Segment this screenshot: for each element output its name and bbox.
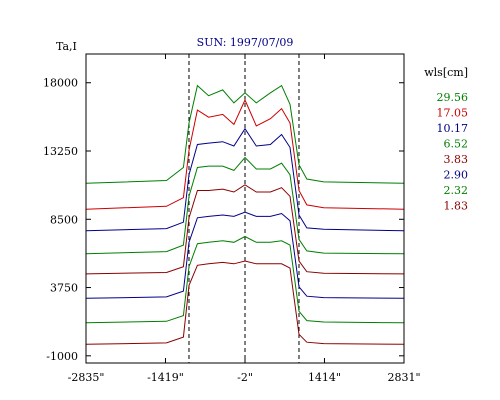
series-group — [85, 84, 405, 345]
y-tick-label: 13250 — [43, 145, 78, 158]
x-tick-label: -1419" — [147, 371, 184, 384]
legend: wls[cm] 29.56 17.05 10.17 6.52 3.83 2.90 2.32 1… — [424, 66, 468, 213]
series-line-2.90 — [85, 211, 405, 299]
x-tick-label: 1414" — [308, 371, 341, 384]
legend-entry-6.52: 6.52 — [444, 138, 469, 151]
legend-entry-29.56: 29.56 — [437, 91, 469, 104]
y-tick-label: 8500 — [50, 213, 78, 226]
x-tick-label: 2831" — [387, 371, 420, 384]
y-axis-ticks: 18000 13250 8500 3750 -1000 — [43, 77, 404, 363]
legend-title: wls[cm] — [424, 66, 468, 79]
legend-entry-10.17: 10.17 — [437, 122, 469, 135]
series-line-1.83 — [85, 260, 405, 345]
series-line-10.17 — [85, 127, 405, 232]
legend-entry-1.83: 1.83 — [444, 200, 469, 213]
series-line-17.05 — [85, 98, 405, 210]
legend-entry-2.32: 2.32 — [444, 184, 469, 197]
series-line-29.56 — [85, 84, 405, 184]
legend-entry-3.83: 3.83 — [444, 153, 469, 166]
x-axis-ticks: -2835" -1419" -2" 1414" 2831" — [68, 54, 421, 384]
y-axis-label: Ta,I — [56, 40, 77, 53]
legend-entry-2.90: 2.90 — [444, 169, 469, 182]
legend-entry-17.05: 17.05 — [437, 107, 469, 120]
y-tick-label: -1000 — [46, 350, 78, 363]
x-tick-label: -2835" — [68, 371, 105, 384]
dashed-lines — [188, 54, 300, 363]
y-tick-label: 3750 — [50, 282, 78, 295]
series-line-2.32 — [85, 235, 405, 324]
chart-title: SUN: 1997/07/09 — [197, 36, 294, 49]
x-tick-label: -2" — [237, 371, 253, 384]
series-line-6.52 — [85, 156, 405, 255]
y-tick-label: 18000 — [43, 77, 78, 90]
series-line-3.83 — [85, 184, 405, 275]
